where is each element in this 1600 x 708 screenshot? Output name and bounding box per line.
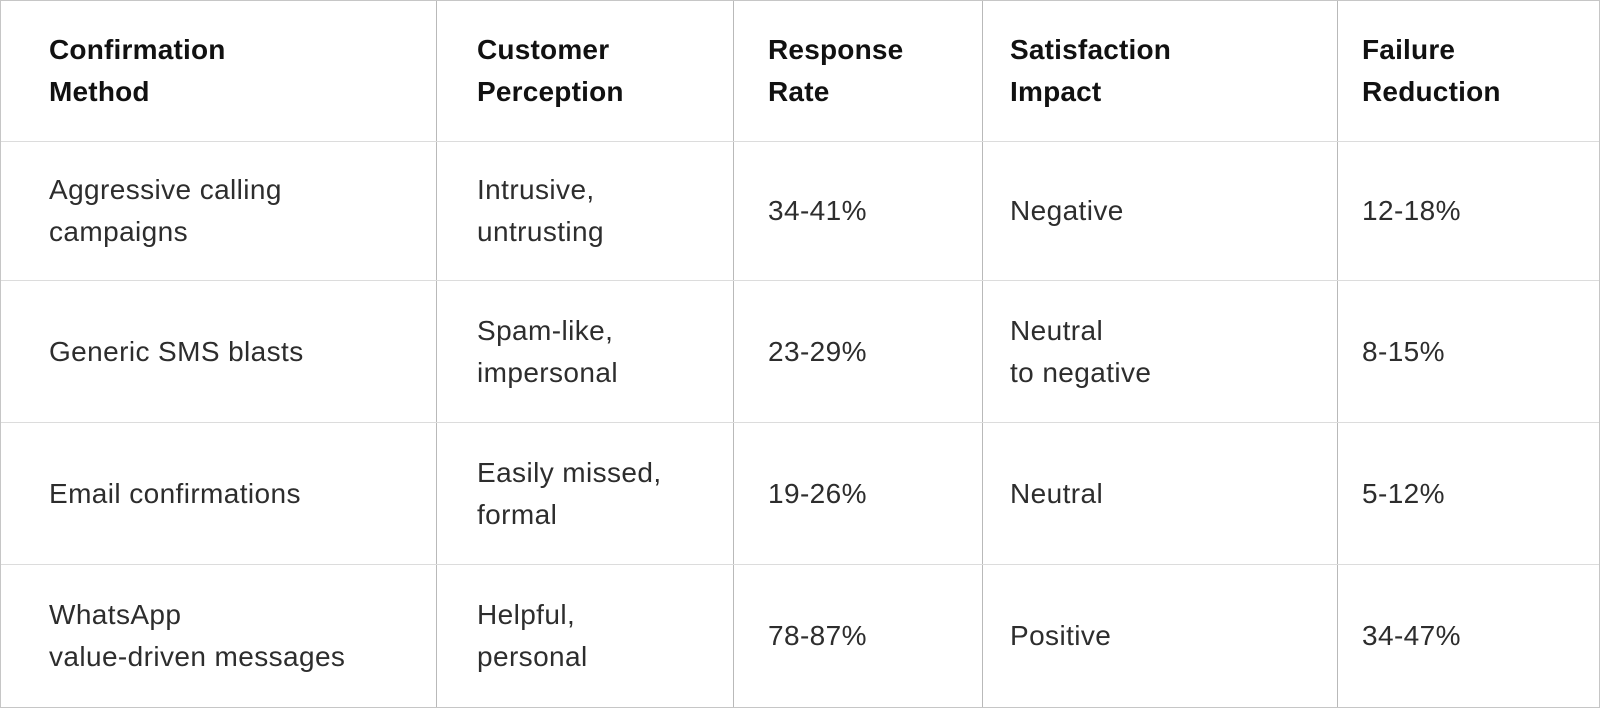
cell-failure-reduction: 34-47% bbox=[1338, 565, 1599, 707]
cell-value: WhatsApp value-driven messages bbox=[49, 599, 346, 672]
cell-perception: Intrusive, untrusting bbox=[437, 142, 734, 280]
header-cell-failure-reduction: Failure Reduction bbox=[1338, 1, 1599, 141]
column-header-label: Confirmation Method bbox=[49, 34, 226, 107]
header-cell-response-rate: Response Rate bbox=[734, 1, 983, 141]
cell-method: Aggressive calling campaigns bbox=[1, 142, 437, 280]
cell-value: Spam-like, impersonal bbox=[477, 314, 618, 388]
cell-failure-reduction: 5-12% bbox=[1338, 423, 1599, 564]
cell-value: Aggressive calling campaigns bbox=[49, 174, 282, 247]
header-cell-confirmation-method: Confirmation Method bbox=[1, 1, 437, 141]
cell-satisfaction-impact: Neutral to negative bbox=[983, 281, 1338, 422]
table-row-whatsapp-messages: WhatsApp value-driven messages Helpful, … bbox=[1, 565, 1599, 707]
cell-value: Positive bbox=[1010, 620, 1112, 651]
table-row-email-confirmations: Email confirmations Easily missed, forma… bbox=[1, 423, 1599, 565]
cell-response-rate: 23-29% bbox=[734, 281, 983, 422]
cell-value: Email confirmations bbox=[49, 477, 301, 509]
cell-method: Generic SMS blasts bbox=[1, 281, 437, 422]
column-header-label: Response Rate bbox=[768, 34, 904, 107]
cell-perception: Spam-like, impersonal bbox=[437, 281, 734, 422]
cell-satisfaction-impact: Negative bbox=[983, 142, 1338, 280]
cell-value: 8-15% bbox=[1362, 335, 1445, 367]
cell-value: 19-26% bbox=[768, 477, 867, 509]
cell-value: Neutral to negative bbox=[1010, 314, 1152, 388]
header-row: Confirmation Method Customer Perception … bbox=[1, 1, 1599, 142]
cell-satisfaction-impact: Neutral bbox=[983, 423, 1338, 564]
cell-value: Intrusive, untrusting bbox=[477, 174, 604, 247]
cell-method: WhatsApp value-driven messages bbox=[1, 565, 437, 707]
cell-perception: Easily missed, formal bbox=[437, 423, 734, 564]
cell-value: Generic SMS blasts bbox=[49, 335, 304, 367]
cell-value: 5-12% bbox=[1362, 477, 1445, 509]
cell-method: Email confirmations bbox=[1, 423, 437, 564]
table-row-generic-sms: Generic SMS blasts Spam-like, impersonal… bbox=[1, 281, 1599, 423]
cell-value: Helpful, personal bbox=[477, 599, 588, 672]
cell-response-rate: 19-26% bbox=[734, 423, 983, 564]
cell-value: Negative bbox=[1010, 195, 1124, 226]
cell-value: Easily missed, formal bbox=[477, 456, 662, 530]
cell-failure-reduction: 8-15% bbox=[1338, 281, 1599, 422]
cell-response-rate: 78-87% bbox=[734, 565, 983, 707]
column-header-label: Customer Perception bbox=[477, 34, 624, 107]
cell-value: Neutral bbox=[1010, 477, 1104, 509]
cell-satisfaction-impact: Positive bbox=[983, 565, 1338, 707]
table-row-aggressive-calling: Aggressive calling campaigns Intrusive, … bbox=[1, 142, 1599, 281]
cell-failure-reduction: 12-18% bbox=[1338, 142, 1599, 280]
column-header-label: Failure Reduction bbox=[1362, 34, 1501, 107]
cell-perception: Helpful, personal bbox=[437, 565, 734, 707]
header-cell-customer-perception: Customer Perception bbox=[437, 1, 734, 141]
cell-value: 34-41% bbox=[768, 195, 867, 226]
cell-response-rate: 34-41% bbox=[734, 142, 983, 280]
header-cell-satisfaction-impact: Satisfaction Impact bbox=[983, 1, 1338, 141]
cell-value: 12-18% bbox=[1362, 195, 1461, 226]
cell-value: 78-87% bbox=[768, 620, 867, 651]
cell-value: 34-47% bbox=[1362, 620, 1461, 651]
cell-value: 23-29% bbox=[768, 335, 867, 367]
column-header-label: Satisfaction Impact bbox=[1010, 34, 1172, 107]
